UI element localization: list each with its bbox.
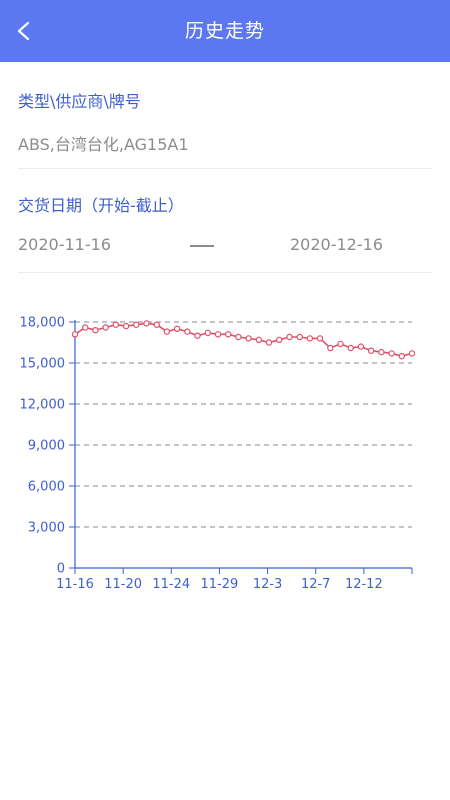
delivery-date-label: 交货日期（开始-截止） <box>18 196 184 215</box>
data-point <box>214 331 222 338</box>
data-point <box>337 340 344 348</box>
data-point <box>112 321 120 328</box>
end-date-field[interactable]: 2020-12-16 <box>290 235 383 254</box>
x-tick-label: 12-3 <box>253 577 283 592</box>
x-tick-label: 11-29 <box>201 577 239 592</box>
data-point <box>388 350 395 357</box>
data-point <box>122 322 130 330</box>
line-chart: 0 3,000 6,000 9,000 12,000 15,000 18,000 11-16 1… <box>20 316 416 592</box>
data-point <box>276 336 283 344</box>
data-point <box>163 328 171 335</box>
data-point <box>316 335 324 342</box>
divider <box>18 168 432 169</box>
y-tick-label: 15,000 <box>20 357 66 372</box>
app-header: 历史走势 <box>0 0 450 62</box>
data-point <box>286 333 293 341</box>
data-point <box>194 332 201 339</box>
data-point <box>368 347 375 354</box>
data-point <box>235 333 242 341</box>
data-point <box>265 339 273 346</box>
data-point <box>143 320 150 327</box>
data-point <box>92 327 99 334</box>
data-point <box>224 331 232 338</box>
divider <box>18 272 432 273</box>
y-tick-label: 0 <box>57 562 65 577</box>
data-point <box>306 335 314 342</box>
x-tick-label: 12-7 <box>301 577 331 592</box>
y-tick-label: 18,000 <box>20 316 66 331</box>
type-supplier-grade-label: 类型\供应商\牌号 <box>18 92 141 111</box>
data-point <box>184 328 191 335</box>
price-trend-chart: 0 3,000 6,000 9,000 12,000 15,000 18,000 11-16 1… <box>0 300 450 610</box>
data-point <box>133 321 140 328</box>
series-line <box>74 322 413 358</box>
type-supplier-grade-value[interactable]: ABS,台湾台化,AG15A1 <box>18 135 189 154</box>
data-point <box>378 348 385 356</box>
data-point <box>153 321 160 328</box>
y-tick-label: 9,000 <box>28 439 65 454</box>
data-point <box>71 331 79 338</box>
data-point <box>347 344 354 352</box>
y-tick-label: 12,000 <box>20 398 66 413</box>
data-point <box>255 336 262 344</box>
data-point <box>296 333 303 341</box>
data-point <box>408 350 416 357</box>
x-tick-label: 11-20 <box>104 577 142 592</box>
x-tick-label: 11-16 <box>56 577 94 592</box>
start-date-field[interactable]: 2020-11-16 <box>18 235 111 254</box>
y-tick-label: 6,000 <box>28 480 65 495</box>
x-tick-label: 12-12 <box>345 577 383 592</box>
y-tick-label: 3,000 <box>28 521 65 536</box>
date-range-separator <box>190 245 214 247</box>
data-point <box>173 325 181 332</box>
data-point <box>398 353 405 360</box>
data-point <box>327 344 334 352</box>
x-tick-label: 11-24 <box>152 577 190 592</box>
back-button[interactable] <box>6 13 42 49</box>
chevron-left-icon <box>17 21 30 41</box>
data-point <box>204 329 211 337</box>
data-point <box>102 324 109 331</box>
data-point <box>357 343 365 350</box>
data-point <box>81 324 89 331</box>
data-point <box>245 335 252 342</box>
page-title: 历史走势 <box>184 20 265 42</box>
